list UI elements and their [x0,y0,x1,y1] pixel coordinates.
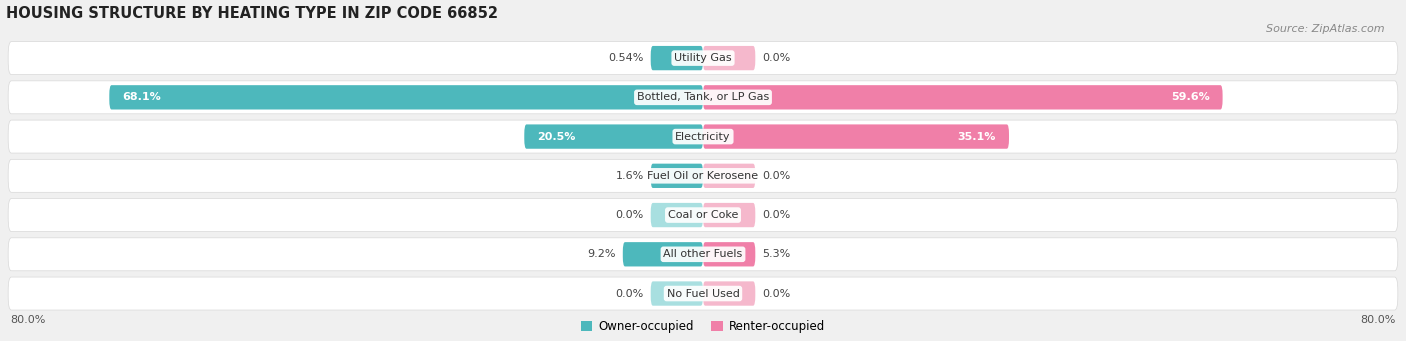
Text: No Fuel Used: No Fuel Used [666,288,740,298]
Text: 35.1%: 35.1% [957,132,995,142]
Text: 68.1%: 68.1% [122,92,162,102]
FancyBboxPatch shape [8,81,1398,114]
Text: HOUSING STRUCTURE BY HEATING TYPE IN ZIP CODE 66852: HOUSING STRUCTURE BY HEATING TYPE IN ZIP… [6,5,498,20]
FancyBboxPatch shape [623,242,703,266]
Text: 0.0%: 0.0% [762,53,790,63]
Legend: Owner-occupied, Renter-occupied: Owner-occupied, Renter-occupied [576,315,830,338]
Text: 80.0%: 80.0% [10,315,45,325]
Text: 0.0%: 0.0% [762,171,790,181]
Text: 20.5%: 20.5% [537,132,575,142]
Text: Utility Gas: Utility Gas [675,53,731,63]
FancyBboxPatch shape [8,277,1398,310]
FancyBboxPatch shape [8,159,1398,192]
Text: Bottled, Tank, or LP Gas: Bottled, Tank, or LP Gas [637,92,769,102]
Text: Fuel Oil or Kerosene: Fuel Oil or Kerosene [647,171,759,181]
FancyBboxPatch shape [110,85,703,109]
Text: 1.6%: 1.6% [616,171,644,181]
Text: 59.6%: 59.6% [1171,92,1209,102]
Text: 0.0%: 0.0% [762,288,790,298]
FancyBboxPatch shape [651,203,703,227]
FancyBboxPatch shape [651,281,703,306]
Text: 80.0%: 80.0% [1361,315,1396,325]
FancyBboxPatch shape [8,198,1398,232]
Text: 0.0%: 0.0% [616,288,644,298]
Text: 0.0%: 0.0% [762,210,790,220]
Text: Electricity: Electricity [675,132,731,142]
Text: 0.0%: 0.0% [616,210,644,220]
FancyBboxPatch shape [524,124,703,149]
FancyBboxPatch shape [8,42,1398,75]
FancyBboxPatch shape [703,203,755,227]
Text: 0.54%: 0.54% [609,53,644,63]
FancyBboxPatch shape [703,85,1223,109]
Text: 5.3%: 5.3% [762,249,790,259]
FancyBboxPatch shape [8,238,1398,271]
Text: Coal or Coke: Coal or Coke [668,210,738,220]
Text: Source: ZipAtlas.com: Source: ZipAtlas.com [1267,24,1385,34]
FancyBboxPatch shape [651,46,703,70]
FancyBboxPatch shape [703,124,1010,149]
FancyBboxPatch shape [703,281,755,306]
FancyBboxPatch shape [651,164,703,188]
Text: 9.2%: 9.2% [588,249,616,259]
FancyBboxPatch shape [8,120,1398,153]
FancyBboxPatch shape [703,164,755,188]
FancyBboxPatch shape [703,46,755,70]
FancyBboxPatch shape [703,242,755,266]
Text: All other Fuels: All other Fuels [664,249,742,259]
